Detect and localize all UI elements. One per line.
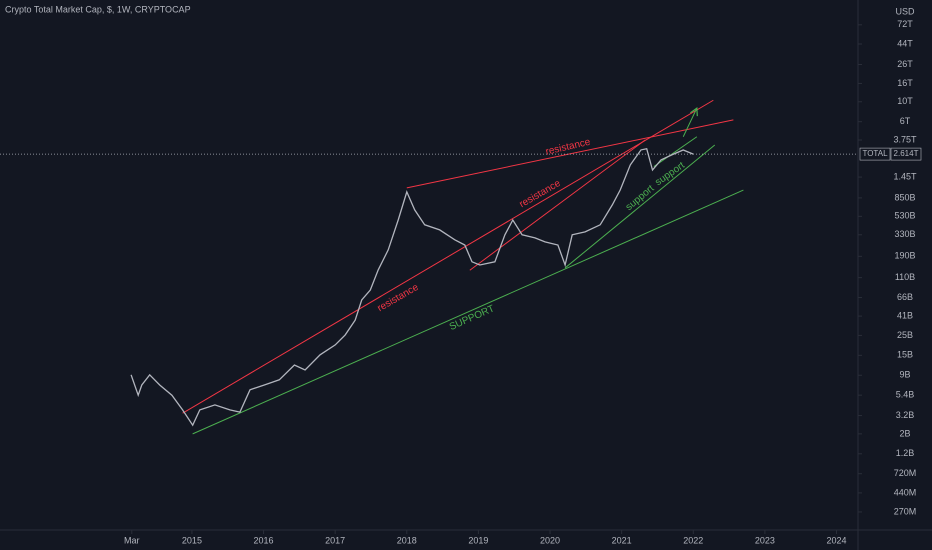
price-line [130, 147, 694, 427]
y-tick-label: 1.2B [896, 448, 915, 458]
x-tick-label: 2016 [254, 535, 274, 545]
legend-entry: TOTAL [862, 149, 888, 158]
y-tick-label: 6T [900, 116, 911, 126]
y-tick-label: 270M [894, 506, 917, 516]
x-tick-label: 2024 [826, 535, 846, 545]
y-tick-label: 15B [897, 350, 913, 360]
x-tick-label: 2015 [182, 535, 202, 545]
trendline [192, 189, 744, 435]
y-tick-label: 850B [894, 192, 915, 202]
x-tick-label: Mar [124, 535, 140, 545]
x-tick-label: 2018 [397, 535, 417, 545]
x-tick-label: 2019 [468, 535, 488, 545]
y-tick-label: 440M [894, 487, 917, 497]
y-tick-label: 72T [897, 19, 913, 29]
chart-title: Crypto Total Market Cap, $, 1W, CRYPTOCA… [5, 4, 191, 14]
last-value-box [890, 147, 922, 161]
trendline [469, 139, 646, 271]
y-tick-label: 330B [894, 229, 915, 239]
y-tick-label: 2B [899, 428, 910, 438]
x-tick-label: 2022 [683, 535, 703, 545]
y-tick-label: 1.45T [893, 171, 917, 181]
y-tick-label: 41B [897, 310, 913, 320]
x-tick-label: 2017 [325, 535, 345, 545]
y-tick-label: 110B [895, 272, 915, 282]
y-tick-label: 530B [894, 211, 915, 221]
y-tick-label: 16T [897, 78, 913, 88]
y-tick-label: 66B [897, 292, 913, 302]
y-tick-label: 190B [894, 251, 915, 261]
x-tick-label: 2023 [755, 535, 775, 545]
y-tick-label: 10T [897, 96, 913, 106]
last-value-label: 2.614T [894, 149, 919, 158]
y-tick-label: 3.75T [893, 134, 917, 144]
y-tick-label: 3.2B [896, 410, 915, 420]
y-tick-label: 5.4B [896, 390, 915, 400]
x-tick-label: 2021 [612, 535, 632, 545]
currency-label: USD [895, 6, 915, 16]
y-tick-label: 44T [897, 38, 913, 48]
y-tick-label: 9B [899, 370, 910, 380]
arrow-head [690, 106, 698, 117]
legend-box [859, 147, 891, 161]
trendline [564, 144, 716, 269]
x-tick-label: 2020 [540, 535, 560, 545]
trendline [182, 99, 714, 414]
y-tick-label: 25B [897, 330, 913, 340]
y-tick-label: 26T [897, 59, 913, 69]
trendline [653, 136, 698, 167]
trendline [682, 107, 698, 137]
y-tick-label: 720M [894, 468, 917, 478]
